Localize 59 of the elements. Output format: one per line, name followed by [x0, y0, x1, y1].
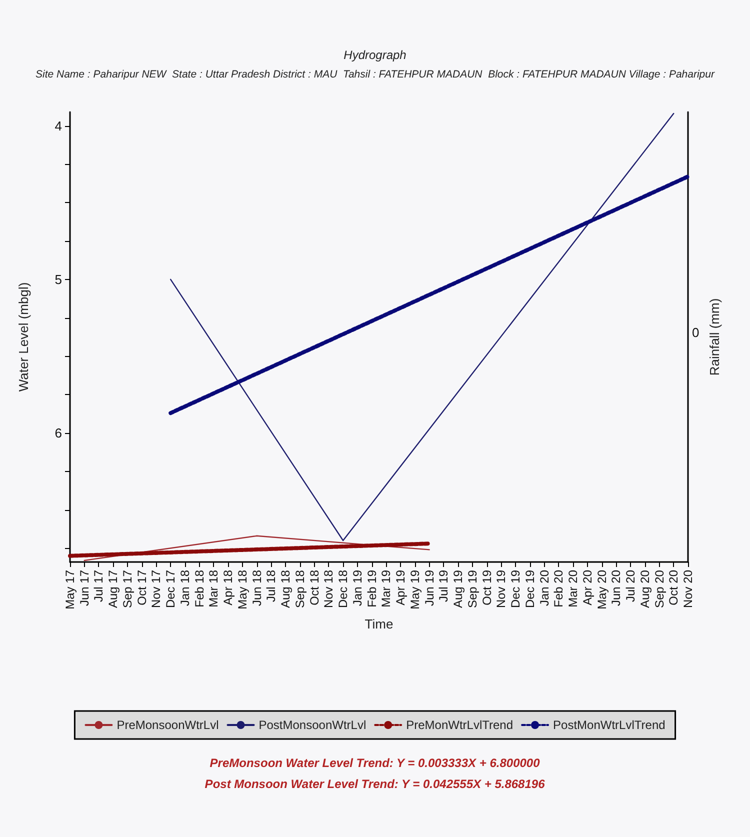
legend-label: PostMonWtrLvlTrend — [553, 718, 666, 732]
x-tick-label: Jun 17 — [77, 570, 92, 606]
x-tick-label: Nov 19 — [494, 570, 508, 608]
legend-label: PostMonsoonWtrLvl — [258, 718, 366, 732]
x-tick-label: Feb 19 — [364, 570, 379, 608]
x-tick-label: Dec 19 — [508, 570, 523, 608]
x-tick-label: Sep 19 — [465, 570, 480, 608]
x-tick-label: May 20 — [594, 570, 609, 610]
x-tick-label: Apr 19 — [394, 570, 408, 606]
x-tick-label: Dec 17 — [164, 570, 178, 608]
x-axis-title: Time — [364, 616, 394, 632]
x-tick-label: Oct 20 — [666, 570, 681, 606]
y-tick-label: 5 — [54, 272, 62, 287]
x-tick-label: May 18 — [235, 570, 250, 610]
text: PreMonsoon Water Level Trend: Y = 0.003333X + 6.800000 — [210, 756, 540, 770]
x-tick-label: Feb 20 — [552, 570, 566, 608]
x-tick-label: Jan 19 — [350, 570, 364, 606]
x-tick-label: Jun 19 — [422, 570, 436, 606]
x-tick-label: May 19 — [408, 570, 422, 610]
x-tick-label: Dec 18 — [336, 570, 350, 608]
x-tick-label: Jul 19 — [436, 570, 451, 602]
x-tick-label: Apr 18 — [221, 570, 236, 606]
x-tick-label: Aug 18 — [278, 570, 293, 608]
text: Post Monsoon Water Level Trend: Y = 0.042555X + 5.868196 — [204, 777, 546, 791]
x-tick-label: Mar 19 — [379, 570, 394, 608]
x-tick-label: Jul 20 — [624, 570, 638, 602]
y-axis-title: Water Level (mbgl) — [16, 282, 31, 392]
legend-label: PreMonsoonWtrLvl — [116, 718, 219, 732]
x-tick-label: Sep 20 — [652, 570, 666, 608]
x-tick-label: Jan 20 — [537, 570, 552, 606]
legend-label: PreMonWtrLvlTrend — [406, 718, 514, 732]
chart-title: Hydrograph — [344, 48, 407, 62]
y-tick-label: 6 — [54, 425, 62, 440]
x-tick-label: Jul 18 — [264, 570, 278, 602]
y2-axis-title: Rainfall (mm) — [707, 298, 722, 376]
chart-subtitle: Site Name : Paharipur NEW State : Uttar Pradesh District : MAU Tahsil : FATEHPUR MADAUN Block : FATEHPUR MADAUN Village : Paharipur — [36, 68, 715, 80]
x-tick-label: Sep 17 — [120, 570, 134, 608]
x-tick-label: Sep 18 — [292, 570, 307, 608]
x-tick-label: Nov 20 — [681, 570, 695, 608]
x-tick-label: May 17 — [63, 570, 77, 610]
x-tick-label: Feb 18 — [192, 570, 206, 608]
x-tick-label: Mar 18 — [206, 570, 221, 608]
x-tick-label: Oct 18 — [307, 570, 322, 606]
x-tick-label: Aug 20 — [638, 570, 652, 608]
x-tick-label: Jul 17 — [92, 570, 106, 602]
x-tick-label: Mar 20 — [566, 570, 580, 608]
x-tick-label: Apr 20 — [580, 570, 594, 606]
x-tick-label: Jan 18 — [178, 570, 192, 606]
x-tick-label: Jun 18 — [250, 570, 264, 606]
x-tick-label: Nov 18 — [322, 570, 336, 608]
x-tick-label: Dec 19 — [522, 570, 537, 608]
x-tick-label: Aug 17 — [106, 570, 120, 608]
x-tick-label: Aug 19 — [451, 570, 466, 608]
text: 0 — [692, 325, 700, 340]
y-tick-label: 4 — [54, 118, 62, 134]
x-tick-label: Oct 19 — [480, 570, 494, 606]
x-tick-label: Jun 20 — [609, 570, 624, 606]
x-tick-label: Oct 17 — [134, 570, 149, 606]
x-tick-label: Nov 17 — [149, 570, 164, 608]
